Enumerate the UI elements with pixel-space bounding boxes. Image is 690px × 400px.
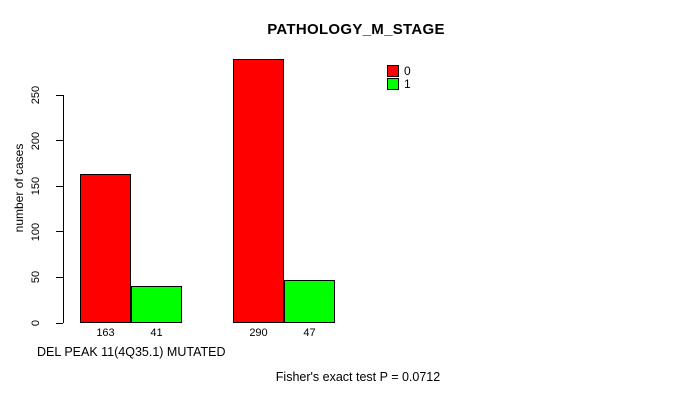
legend-label-0: 0 [404, 63, 411, 78]
legend-item-0: 0 [387, 64, 411, 77]
bar-series1-group1 [131, 285, 182, 323]
bar-series0-group2 [233, 58, 284, 323]
bar-series1-group2 [284, 280, 335, 323]
chart-title: PATHOLOGY_M_STAGE [267, 21, 445, 38]
y-tick-mark [56, 140, 63, 142]
bar-series0-group1 [80, 174, 131, 323]
bar-value-label: 290 [249, 327, 268, 339]
fisher-test-note: Fisher's exact test P = 0.0712 [275, 370, 441, 384]
y-tick-mark [56, 94, 63, 96]
x-axis-title: DEL PEAK 11(4Q35.1) MUTATED [37, 345, 226, 359]
y-tick-label: 50 [30, 271, 42, 284]
y-tick-label: 100 [30, 222, 42, 241]
y-tick-label: 250 [30, 85, 42, 105]
y-tick-mark [56, 276, 63, 278]
legend-item-1: 1 [387, 77, 411, 90]
y-tick-mark [56, 185, 63, 187]
y-tick-label: 150 [30, 177, 42, 196]
y-tick-label: 0 [30, 319, 42, 327]
y-tick-mark [56, 322, 63, 324]
y-tick-mark [56, 231, 63, 233]
bar-value-label: 47 [303, 327, 316, 339]
bar-value-label: 163 [96, 327, 115, 339]
y-axis-line [63, 95, 64, 323]
legend-label-1: 1 [404, 76, 411, 91]
y-tick-label: 200 [30, 131, 42, 150]
bar-value-label: 41 [150, 327, 163, 339]
legend: 0 1 [387, 64, 411, 90]
legend-swatch-green [387, 77, 399, 90]
legend-swatch-red [387, 64, 399, 77]
y-axis-label: number of cases [12, 143, 26, 233]
